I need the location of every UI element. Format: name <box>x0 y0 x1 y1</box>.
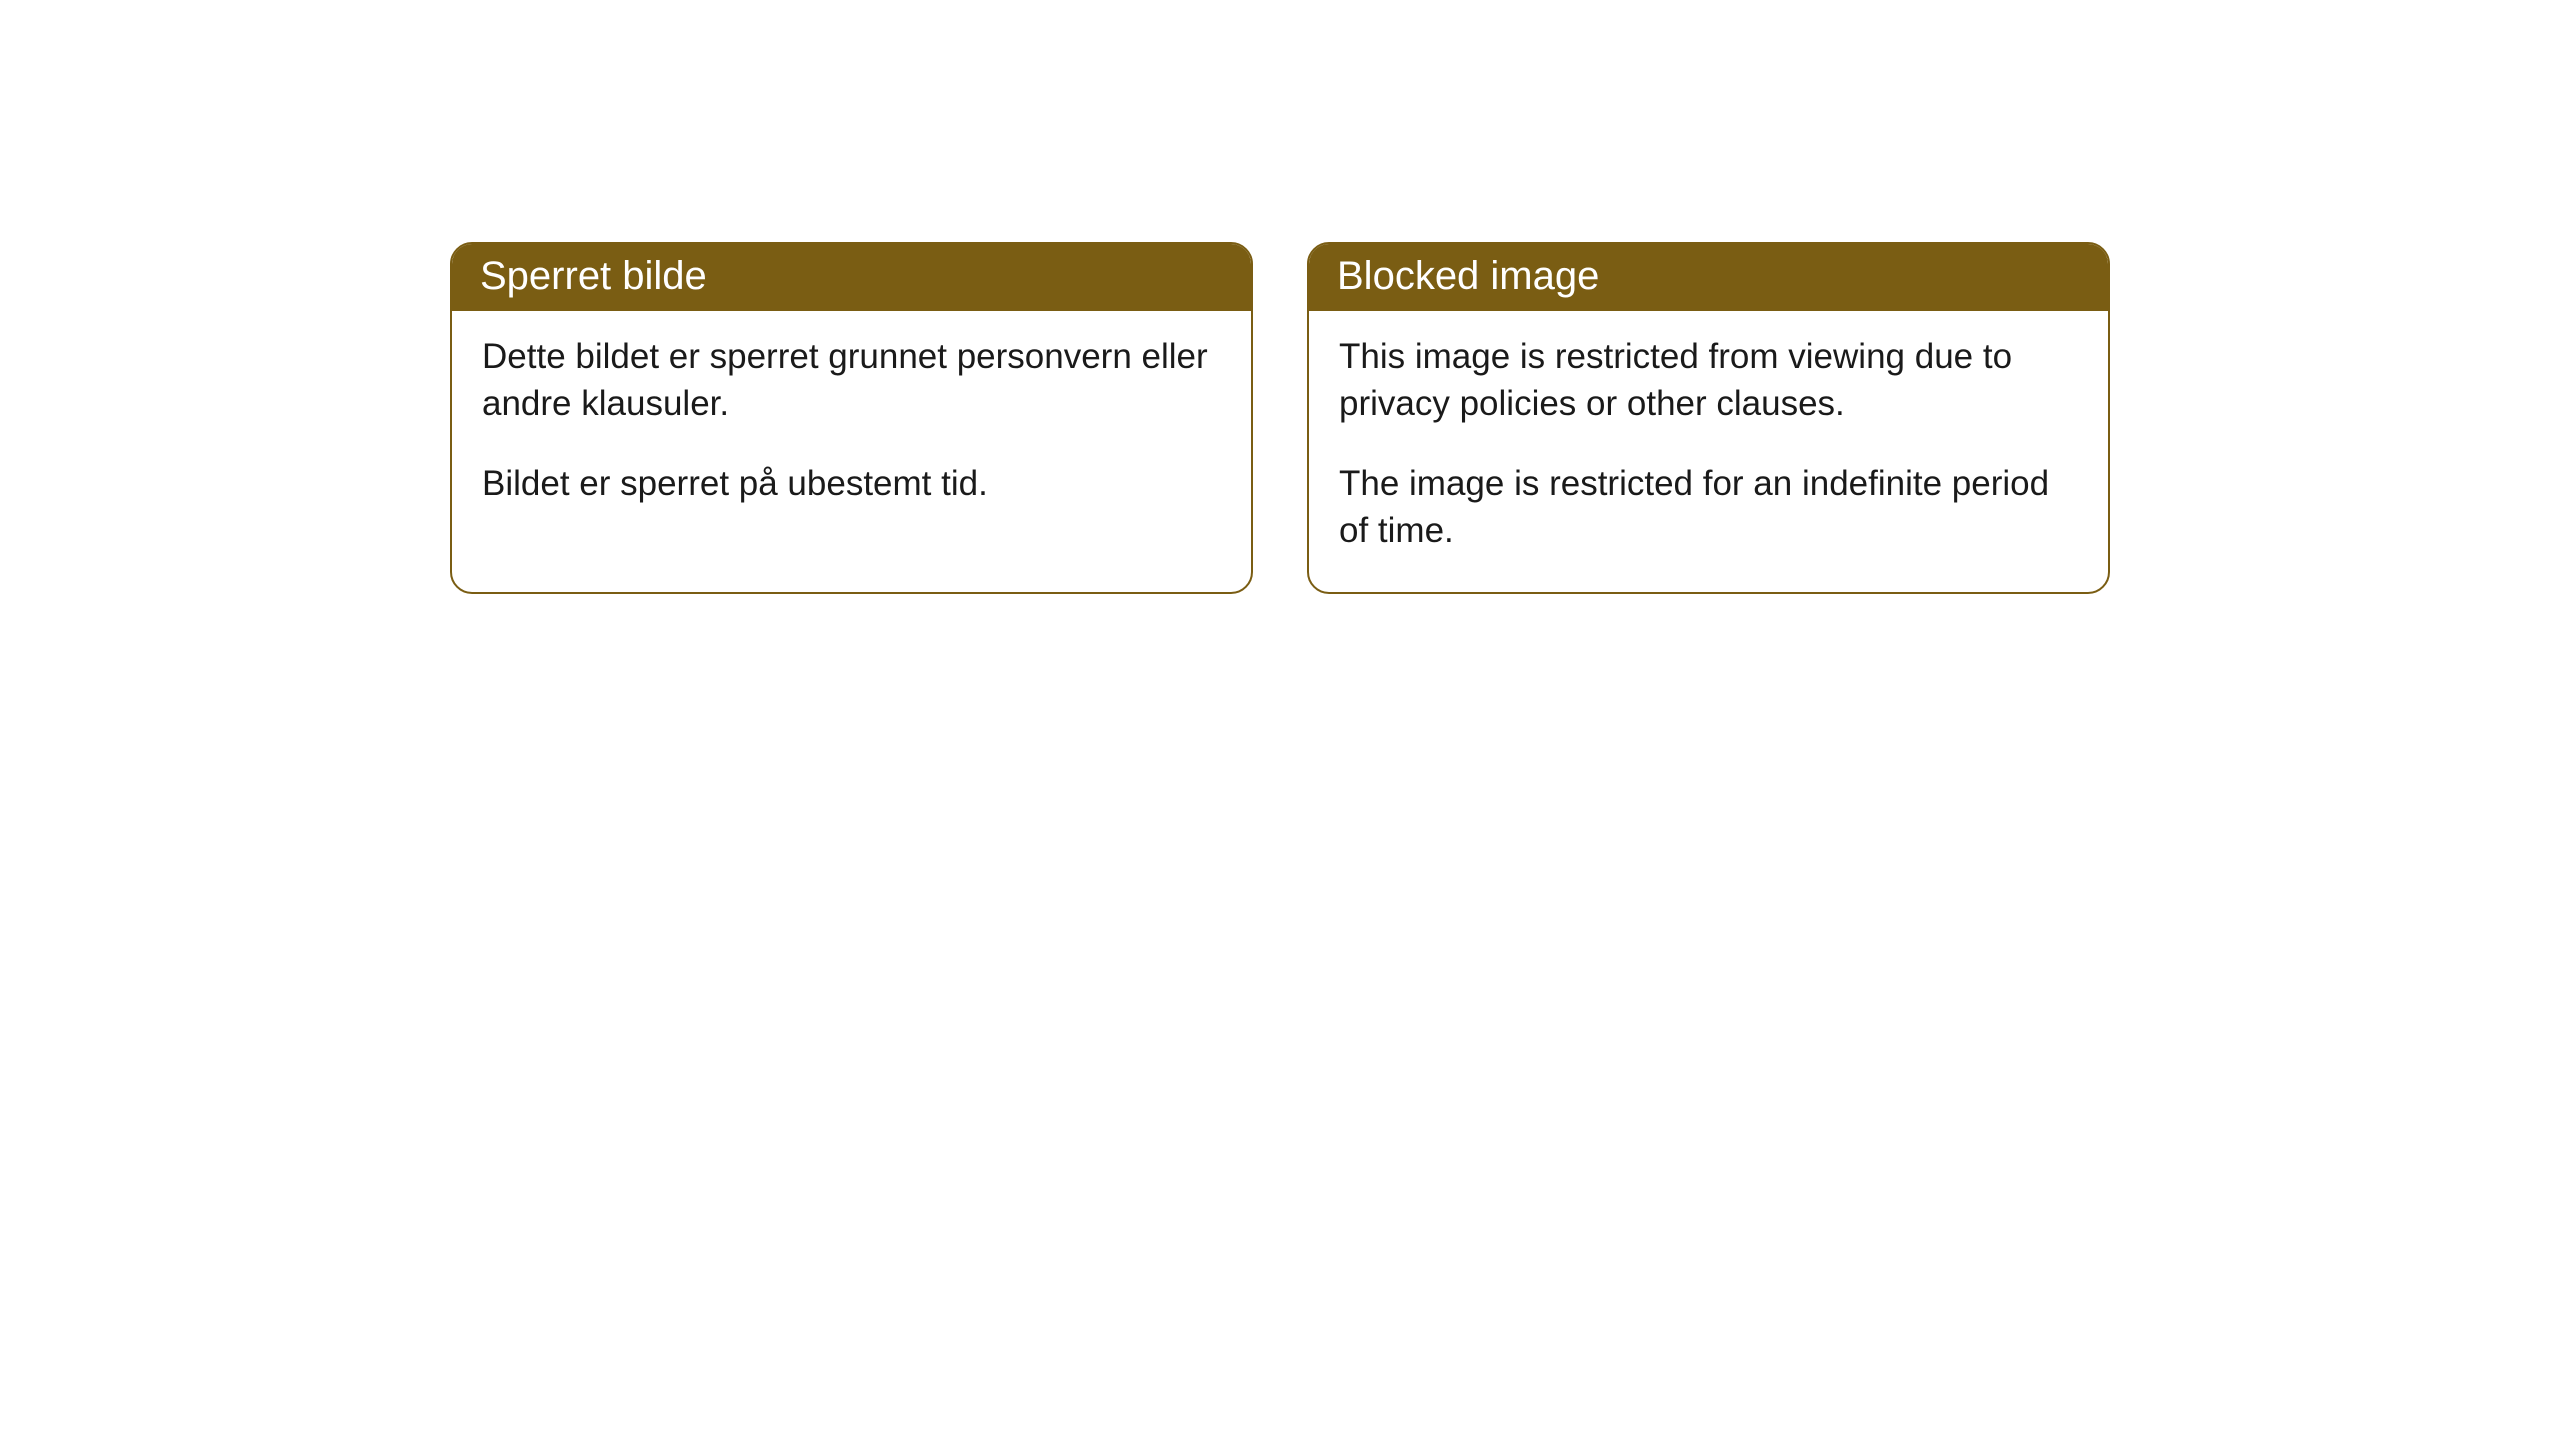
blocked-image-card-en: Blocked image This image is restricted f… <box>1307 242 2110 594</box>
card-paragraph-en-2: The image is restricted for an indefinit… <box>1339 460 2078 555</box>
card-title-no: Sperret bilde <box>480 254 707 298</box>
cards-container: Sperret bilde Dette bildet er sperret gr… <box>450 242 2110 594</box>
card-title-en: Blocked image <box>1337 254 1599 298</box>
card-body-en: This image is restricted from viewing du… <box>1309 311 2108 592</box>
card-paragraph-en-1: This image is restricted from viewing du… <box>1339 333 2078 428</box>
card-header-no: Sperret bilde <box>452 244 1251 311</box>
card-paragraph-no-2: Bildet er sperret på ubestemt tid. <box>482 460 1221 507</box>
card-body-no: Dette bildet er sperret grunnet personve… <box>452 311 1251 545</box>
card-header-en: Blocked image <box>1309 244 2108 311</box>
blocked-image-card-no: Sperret bilde Dette bildet er sperret gr… <box>450 242 1253 594</box>
card-paragraph-no-1: Dette bildet er sperret grunnet personve… <box>482 333 1221 428</box>
